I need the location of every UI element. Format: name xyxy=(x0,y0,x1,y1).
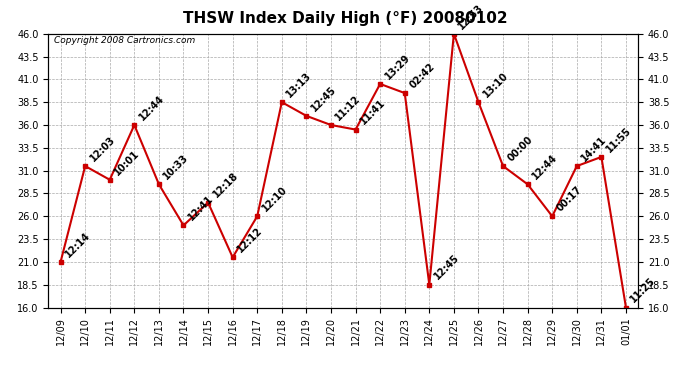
Text: 12:12: 12:12 xyxy=(235,225,264,255)
Text: 12:03: 12:03 xyxy=(88,134,117,163)
Text: 11:41: 11:41 xyxy=(358,98,387,127)
Text: 11:12: 11:12 xyxy=(334,93,363,122)
Text: 11:55: 11:55 xyxy=(604,125,633,154)
Text: 12:10: 12:10 xyxy=(260,184,289,213)
Text: 10:01: 10:01 xyxy=(112,148,141,177)
Text: 14:41: 14:41 xyxy=(580,134,609,163)
Text: 13:29: 13:29 xyxy=(383,52,412,81)
Text: 02:42: 02:42 xyxy=(408,61,437,90)
Text: 13:10: 13:10 xyxy=(481,70,510,99)
Text: Copyright 2008 Cartronics.com: Copyright 2008 Cartronics.com xyxy=(55,36,195,45)
Text: 12:44: 12:44 xyxy=(531,153,560,182)
Text: 13:13: 13:13 xyxy=(284,70,313,99)
Text: 00:17: 00:17 xyxy=(555,184,584,213)
Text: 12:41: 12:41 xyxy=(186,194,215,223)
Text: 12:18: 12:18 xyxy=(211,171,240,200)
Text: 12:45: 12:45 xyxy=(309,84,338,113)
Text: 11:25: 11:25 xyxy=(629,276,658,305)
Text: 12:53: 12:53 xyxy=(457,2,486,31)
Text: THSW Index Daily High (°F) 20080102: THSW Index Daily High (°F) 20080102 xyxy=(183,11,507,26)
Text: 00:00: 00:00 xyxy=(506,134,535,163)
Text: 12:14: 12:14 xyxy=(63,230,92,259)
Text: 10:33: 10:33 xyxy=(161,153,190,182)
Text: 12:44: 12:44 xyxy=(137,93,166,122)
Text: 12:45: 12:45 xyxy=(432,253,461,282)
